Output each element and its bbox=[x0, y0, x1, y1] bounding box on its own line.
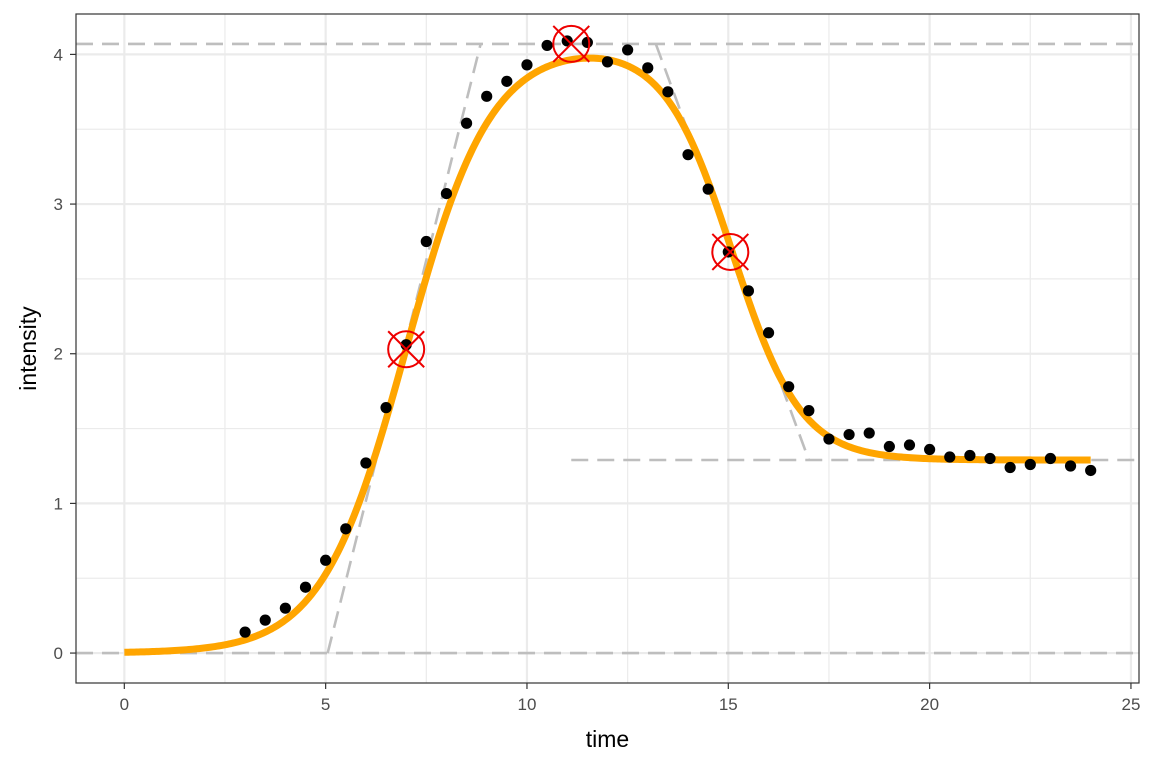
data-point bbox=[380, 402, 392, 414]
marker-circle bbox=[387, 330, 426, 369]
data-point bbox=[521, 59, 533, 71]
data-point bbox=[360, 457, 372, 469]
marker-circled-cross bbox=[711, 232, 750, 271]
y-tick-label: 0 bbox=[54, 644, 63, 663]
data-point bbox=[823, 433, 835, 445]
data-point bbox=[239, 626, 251, 638]
data-point bbox=[944, 451, 956, 463]
y-axis-title: intensity bbox=[15, 306, 41, 391]
data-point bbox=[601, 56, 614, 68]
data-point bbox=[682, 149, 694, 161]
data-point bbox=[541, 39, 553, 52]
data-point bbox=[964, 449, 976, 462]
data-points bbox=[239, 35, 1097, 638]
marker-cross-line bbox=[711, 233, 750, 271]
data-point bbox=[581, 36, 593, 49]
y-tick-label: 4 bbox=[54, 45, 63, 64]
y-tick-label: 2 bbox=[54, 345, 63, 364]
marker-cross-line bbox=[387, 330, 425, 368]
marker-circle bbox=[711, 232, 750, 271]
data-point bbox=[279, 602, 291, 614]
x-tick-label: 15 bbox=[719, 695, 738, 714]
data-point bbox=[783, 381, 795, 393]
data-point bbox=[984, 452, 996, 465]
data-point bbox=[762, 327, 775, 339]
data-point bbox=[903, 439, 916, 451]
x-tick-label: 20 bbox=[920, 695, 939, 714]
x-axis-title: time bbox=[586, 726, 629, 752]
data-point bbox=[259, 614, 271, 626]
data-point bbox=[440, 187, 453, 200]
data-point bbox=[340, 523, 352, 535]
data-point bbox=[662, 86, 674, 98]
data-point bbox=[924, 443, 936, 456]
data-point bbox=[320, 554, 332, 566]
data-point bbox=[642, 62, 654, 74]
panel-border bbox=[75, 13, 1140, 684]
data-point bbox=[702, 183, 714, 195]
data-point bbox=[299, 581, 312, 593]
data-point bbox=[843, 428, 855, 441]
data-point bbox=[883, 440, 895, 453]
data-point bbox=[1004, 461, 1016, 474]
data-point bbox=[501, 75, 513, 87]
data-point bbox=[742, 285, 755, 297]
data-point bbox=[1085, 464, 1097, 477]
x-tick-label: 5 bbox=[321, 695, 330, 714]
marker-circled-cross bbox=[387, 330, 426, 369]
data-point bbox=[1044, 452, 1057, 465]
data-point bbox=[460, 117, 473, 129]
data-point bbox=[1024, 458, 1036, 471]
x-tick-label: 10 bbox=[518, 695, 537, 714]
data-point bbox=[722, 246, 734, 258]
data-point bbox=[420, 235, 432, 248]
data-point bbox=[481, 90, 493, 102]
marker-circled-cross bbox=[552, 24, 591, 63]
marker-points bbox=[387, 24, 750, 369]
marker-cross-line bbox=[552, 25, 590, 63]
y-tick-label: 3 bbox=[54, 195, 63, 214]
data-point bbox=[622, 44, 634, 56]
x-tick-label: 25 bbox=[1121, 695, 1140, 714]
data-point bbox=[1064, 460, 1077, 472]
data-point bbox=[803, 405, 815, 417]
axis-ticks: 0 5 10 15 20 25 0 1 2 3 4 bbox=[54, 45, 1141, 714]
marker-circle bbox=[552, 24, 591, 63]
y-tick-label: 1 bbox=[54, 494, 63, 513]
data-point bbox=[863, 427, 875, 439]
x-tick-label: 0 bbox=[120, 695, 129, 714]
